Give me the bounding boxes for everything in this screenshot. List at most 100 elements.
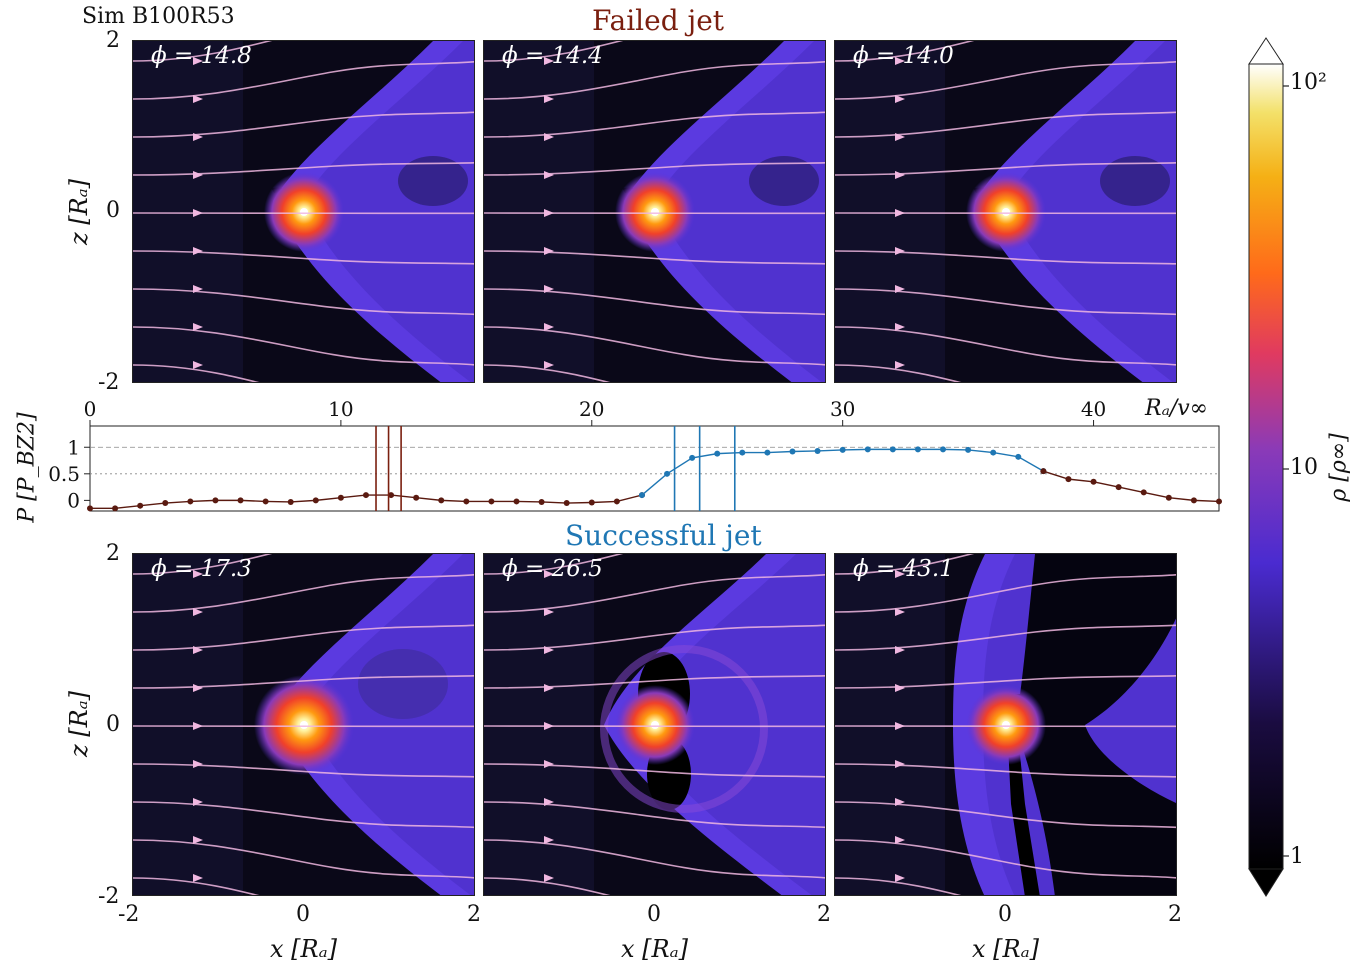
series-point [538,498,545,505]
x-tick-2c: 2 [817,902,831,927]
series-point [940,446,947,453]
series-point [388,492,395,499]
x-axis-label-3: x [Rₐ] [972,935,1039,963]
series-point [513,498,520,505]
series-point [1090,478,1097,485]
series-point [613,498,620,505]
series-point [965,446,972,453]
colorbar-body [1248,63,1284,870]
series-point [889,446,896,453]
z-tick-top-max: 2 [106,28,120,53]
mid-x-tick-label: 30 [830,397,855,421]
series-point [714,450,721,457]
z-tick-bot-min: -2 [98,884,120,909]
sim-label: Sim B100R53 [82,4,235,29]
colorbar-extend-top [1248,37,1284,65]
x-axis-label-2: x [Rₐ] [621,935,688,963]
mid-x-tick-label: 0 [84,397,97,421]
density-panel-bottom-2: ϕ = 26.5 [483,553,826,896]
x-tick-1c: 2 [467,902,481,927]
colorbar-tick-100: 10² [1290,70,1327,95]
colorbar-tick-10: 10 [1290,455,1318,480]
series-point [739,449,746,456]
x-tick-2b: 0 [647,902,661,927]
mid-x-tick-label: 20 [579,397,604,421]
series-point [664,470,671,477]
density-panel-top-2: ϕ = 14.4 [483,40,826,383]
series-point [413,494,420,501]
series-point [563,500,570,507]
phi-label: ϕ = 43.1 [853,556,954,582]
series-point [864,446,871,453]
x-tick-1a: -2 [118,902,140,927]
phi-label: ϕ = 14.0 [853,43,954,69]
phi-label: ϕ = 26.5 [502,556,603,582]
series-point [638,492,645,499]
series-point [362,492,369,499]
series-point [1115,484,1122,491]
series-point [789,448,796,455]
series-point [914,446,921,453]
series-point [689,454,696,461]
z-tick-bot-mid: 0 [106,712,120,737]
series-point [237,497,244,504]
series-point [287,498,294,505]
density-panel-top-3: ϕ = 14.0 [834,40,1177,383]
x-tick-1b: 0 [296,902,310,927]
series-point [588,499,595,506]
series-point [1015,453,1022,460]
x-tick-3c: 2 [1168,902,1182,927]
series-point [1140,489,1147,496]
z-axis-label-top: z [Rₐ] [65,178,94,246]
mid-x-axis-label: Rₐ/v∞ [1145,396,1208,421]
colorbar-label: ρ [ρ∞] [1326,433,1352,502]
successful-jet-title: Successful jet [565,519,762,552]
series-point [1040,468,1047,475]
z-tick-top-min: -2 [98,370,120,395]
mid-frame [89,425,1220,512]
series-point [187,498,194,505]
z-tick-bot-max: 2 [106,541,120,566]
phi-label: ϕ = 14.8 [151,43,252,69]
series-point [312,497,319,504]
colorbar-tick-1: 1 [1290,844,1304,869]
colorbar-extend-bottom [1248,868,1284,897]
series-point [137,502,144,509]
series-point [212,497,219,504]
density-panel-top-1: ϕ = 14.8 [132,40,475,383]
series-point [112,505,119,512]
series-point [488,498,495,505]
phi-label: ϕ = 17.3 [151,556,252,582]
series-point [1165,494,1172,501]
series-point [337,494,344,501]
series-point [839,446,846,453]
series-point [438,497,445,504]
series-point [814,447,821,454]
series-point [1216,498,1222,505]
z-axis-label-bottom: z [Rₐ] [65,690,94,758]
mid-x-tick-label: 40 [1081,397,1106,421]
series-point [1065,476,1072,483]
colorbar [1248,37,1289,897]
density-panel-bottom-3: ϕ = 43.1 [834,553,1177,896]
series-line [1043,470,1220,503]
series-point [262,498,269,505]
density-panel-bottom-1: ϕ = 17.3 [132,553,475,896]
mid-y-tick-label: 1 [67,435,80,459]
series-point [1190,497,1197,504]
series-point [87,505,93,512]
series-point [463,498,470,505]
phi-label: ϕ = 14.4 [502,43,603,69]
mid-x-tick-label: 10 [328,397,353,421]
series-point [162,500,169,507]
mid-y-tick-label: 0 [67,488,80,512]
mid-y-axis-label: P [P_BZ2] [14,412,40,523]
x-tick-3b: 0 [998,902,1012,927]
x-axis-label-1: x [Rₐ] [270,935,337,963]
z-tick-top-mid: 0 [106,198,120,223]
mid-y-tick-label: 0.5 [48,462,80,486]
failed-jet-title: Failed jet [592,4,725,37]
series-point [764,449,771,456]
series-point [990,449,997,456]
